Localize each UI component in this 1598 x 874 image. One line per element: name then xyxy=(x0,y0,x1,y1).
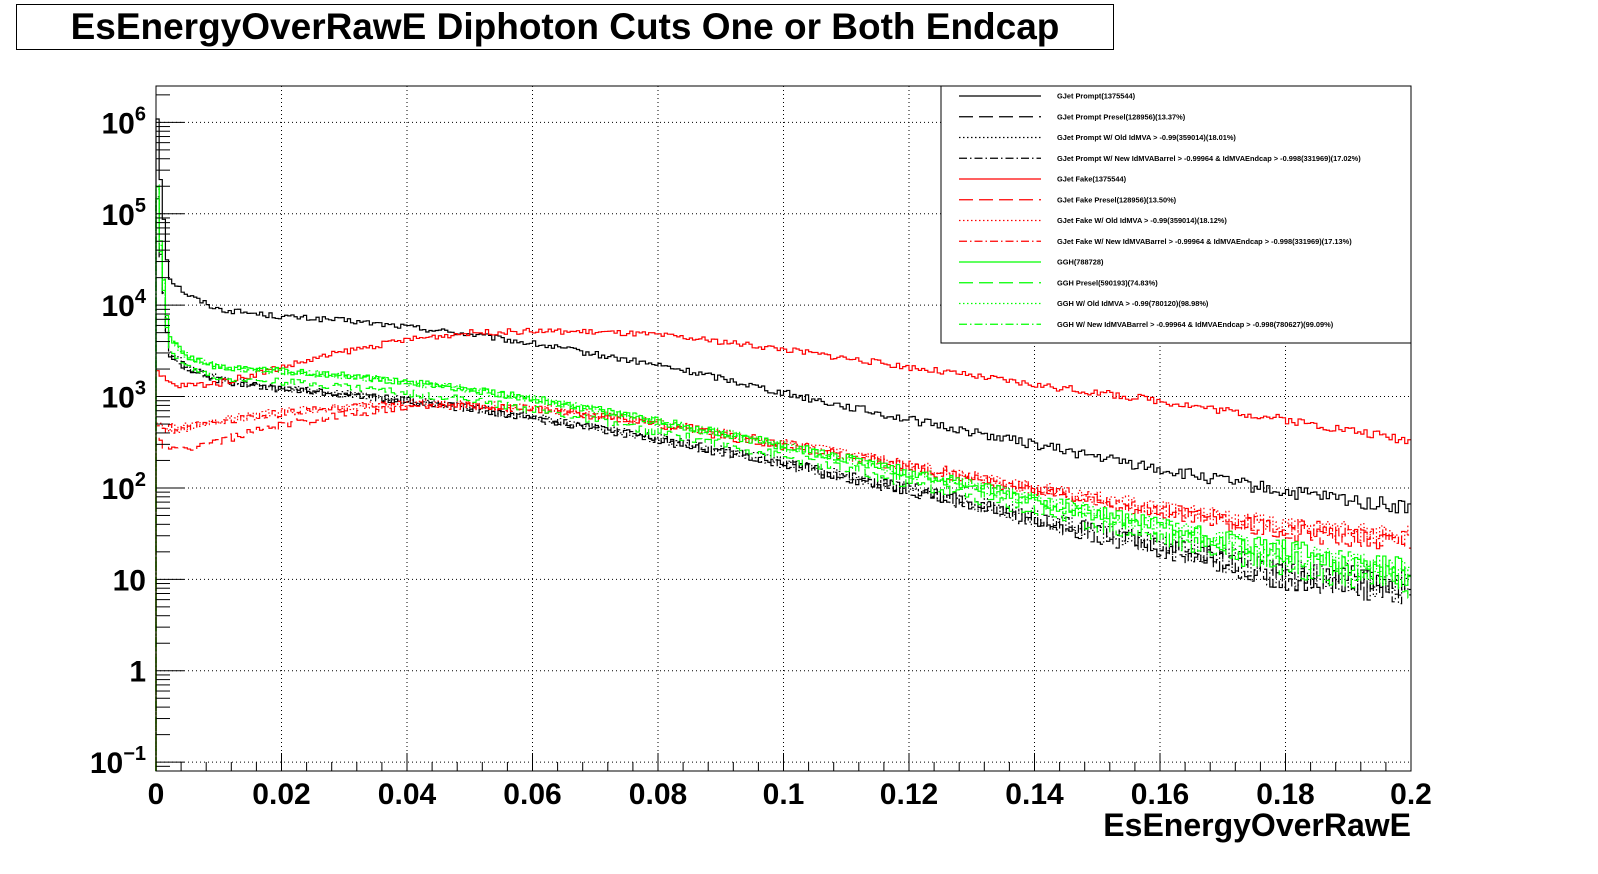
legend-label: GGH Presel(590193)(74.83%) xyxy=(1057,278,1158,287)
y-tick-label: 105 xyxy=(102,195,147,232)
y-tick-label: 103 xyxy=(102,378,147,415)
legend-label: GJet Fake Presel(128956)(13.50%) xyxy=(1057,195,1177,204)
x-tick-label: 0.2 xyxy=(1390,778,1432,811)
x-tick-label: 0.02 xyxy=(252,778,310,811)
legend-label: GJet Prompt Presel(128956)(13.37%) xyxy=(1057,112,1186,121)
x-tick-label: 0.1 xyxy=(763,778,805,811)
series-line xyxy=(155,184,1411,771)
y-tick-label: 10−1 xyxy=(90,743,146,780)
axis-layer: 0 0.02 0.04 0.06 0.08 0.1 0.12 0.14 0.16 0.18 0.2 1… xyxy=(90,94,1432,811)
legend-label: GGH W/ New IdMVABarrel > -0.99964 & IdMV… xyxy=(1057,320,1334,329)
legend: GJet Prompt(1375544) GJet Prompt Presel(1… xyxy=(940,85,1412,344)
legend-label: GJet Prompt(1375544) xyxy=(1057,92,1136,101)
series-line xyxy=(155,188,1411,771)
x-tick-label: 0.18 xyxy=(1256,778,1314,811)
legend-label: GJet Fake(1375544) xyxy=(1057,175,1127,184)
legend-box xyxy=(940,85,1412,344)
y-tick-label: 102 xyxy=(102,469,147,506)
x-tick-label: 0.08 xyxy=(629,778,687,811)
series-line xyxy=(155,400,1411,771)
series-line xyxy=(155,198,1411,771)
legend-label: GJet Prompt W/ New IdMVABarrel > -0.9996… xyxy=(1057,154,1361,163)
series-line xyxy=(155,327,1411,771)
x-tick-label: 0.12 xyxy=(880,778,938,811)
x-axis-title: EsEnergyOverRawE xyxy=(1103,807,1411,843)
x-tick-label: 0.16 xyxy=(1131,778,1189,811)
y-tick-label: 106 xyxy=(102,103,147,140)
y-tick-label: 1 xyxy=(129,656,146,689)
x-tick-label: 0.04 xyxy=(378,778,437,811)
series-line xyxy=(155,118,1411,771)
legend-label: GGH(788728) xyxy=(1057,258,1104,267)
y-tick-label: 10 xyxy=(113,564,146,597)
chart-title-box: EsEnergyOverRawE Diphoton Cuts One or Bo… xyxy=(16,4,1114,50)
chart-title: EsEnergyOverRawE Diphoton Cuts One or Bo… xyxy=(70,6,1060,47)
legend-label: GJet Fake W/ New IdMVABarrel > -0.99964 … xyxy=(1057,237,1352,246)
series-layer xyxy=(155,118,1411,771)
x-tick-label: 0.14 xyxy=(1005,778,1064,811)
x-tick-label: 0 xyxy=(148,778,165,811)
legend-label: GGH W/ Old IdMVA > -0.99(780120)(98.98%) xyxy=(1057,299,1209,308)
series-line xyxy=(155,399,1411,771)
legend-label: GJet Prompt W/ Old IdMVA > -0.99(359014)… xyxy=(1057,133,1236,142)
y-tick-label: 104 xyxy=(102,286,147,323)
legend-label: GJet Fake W/ Old IdMVA > -0.99(359014)(1… xyxy=(1057,216,1227,225)
x-tick-label: 0.06 xyxy=(503,778,561,811)
